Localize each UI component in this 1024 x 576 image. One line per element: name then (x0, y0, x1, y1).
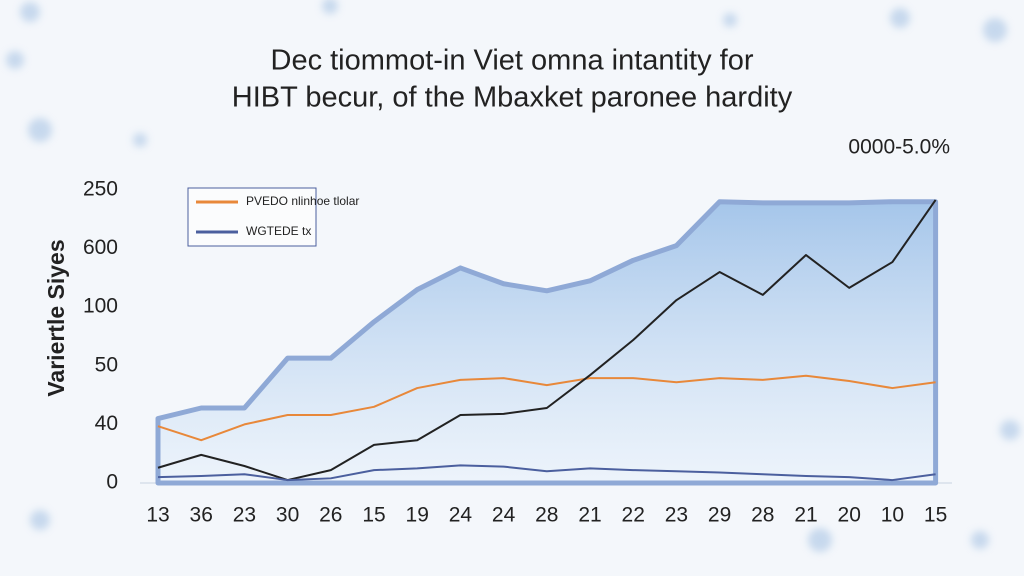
line (157, 464, 936, 482)
chart-title: HIBT becur, of the Mbaxket paronee hardi… (232, 82, 793, 114)
x-tick-label: 24 (492, 504, 516, 527)
x-tick-label: 28 (535, 504, 558, 527)
area (155, 199, 939, 486)
background-dots (6, 0, 1020, 552)
plot-area (155, 199, 939, 486)
y-tick-label: 100 (83, 295, 118, 318)
y-axis-label: Variertle Siyes (43, 239, 69, 396)
y-tick-label: 50 (95, 353, 118, 376)
legend-label: PVEDO nlinhoe tlolar (246, 194, 359, 208)
x-tick-label: 13 (146, 504, 169, 527)
x-tick-label: 10 (881, 504, 904, 527)
x-tick-label: 23 (233, 504, 256, 527)
x-tick-label: 30 (276, 504, 299, 527)
x-tick-label: 21 (794, 504, 817, 527)
y-tick-label: 250 (83, 178, 118, 201)
x-tick-label: 21 (578, 504, 601, 527)
chart-title: Dec tiommot-in Viet omna intantity for (271, 45, 754, 77)
x-tick-label: 28 (751, 504, 774, 527)
x-tick-label: 29 (708, 504, 731, 527)
x-tick-label: 26 (319, 504, 342, 527)
y-tick-label: 40 (95, 412, 118, 435)
x-tick-label: 15 (362, 504, 385, 527)
x-tick-label: 36 (190, 504, 213, 527)
y-tick-label: 600 (83, 236, 118, 259)
x-tick-label: 19 (406, 504, 429, 527)
x-tick-label: 22 (622, 504, 645, 527)
legend-label: WGTEDE tx (246, 224, 311, 238)
x-tick-label: 23 (665, 504, 688, 527)
x-tick-label: 20 (838, 504, 861, 527)
subtitle: 0000-5.0% (848, 136, 950, 159)
line (157, 374, 936, 442)
x-tick-label: 15 (924, 504, 947, 527)
x-tick-label: 24 (449, 504, 473, 527)
y-tick-label: 0 (106, 471, 118, 494)
legend-box (187, 187, 317, 247)
